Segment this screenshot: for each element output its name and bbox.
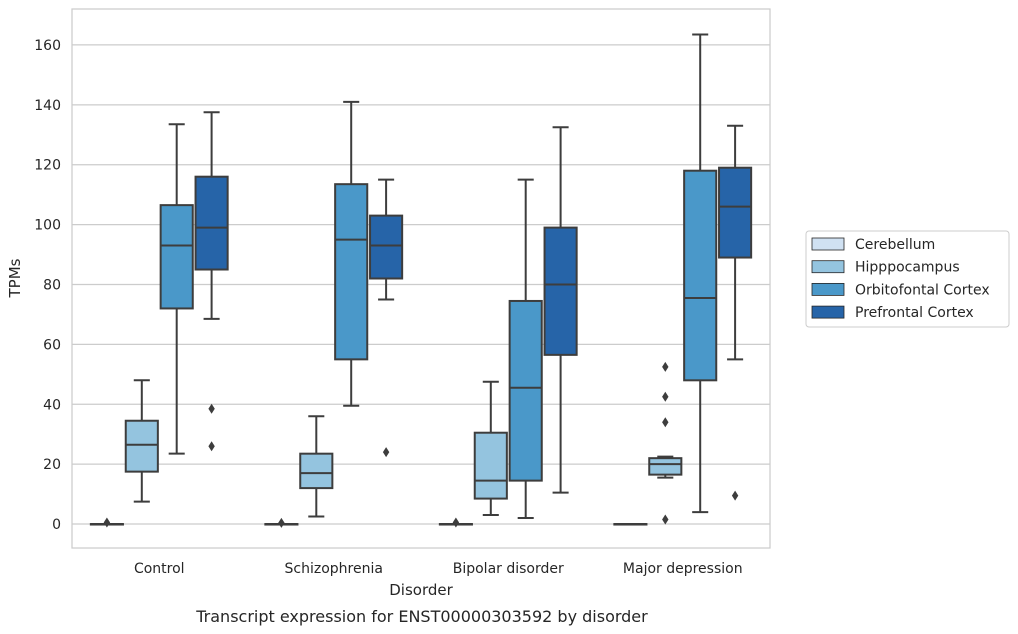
y-tick-label: 140 — [34, 98, 61, 114]
y-tick-label: 80 — [43, 277, 61, 293]
box — [124, 379, 159, 503]
y-tick-label: 40 — [43, 397, 61, 413]
x-axis-label: Disorder — [389, 581, 453, 599]
outlier-point — [662, 391, 669, 402]
y-axis-label: TPMs — [6, 258, 24, 298]
outlier-point — [662, 417, 669, 428]
box-body — [194, 175, 229, 271]
x-tick-label: Major depression — [623, 561, 743, 577]
legend-entry-label: Cerebellum — [855, 237, 935, 253]
box-body — [648, 457, 683, 476]
outlier-point — [662, 514, 669, 525]
box-body — [299, 452, 334, 490]
outlier-point — [278, 517, 285, 528]
y-tick-label: 60 — [43, 337, 61, 353]
legend: Cerebellum Hipppocampus Orbitofontal Corte… — [805, 230, 1010, 328]
outlier-point — [731, 490, 739, 501]
legend-swatch — [811, 282, 845, 296]
box — [438, 517, 473, 528]
outlier-point — [103, 517, 111, 528]
legend-entry-label: Orbitofontal Cortex — [855, 282, 990, 298]
y-tick-labels: 0 20 40 60 80 100 120 140 160 — [34, 38, 61, 533]
x-tick-label: Control — [134, 561, 185, 577]
x-tick-label: Bipolar disorder — [453, 561, 564, 577]
box — [194, 111, 229, 452]
legend-entry-label: Hipppocampus — [855, 260, 960, 276]
box — [264, 517, 299, 528]
outlier-point — [208, 441, 215, 452]
box-body — [508, 299, 543, 482]
box — [508, 178, 543, 520]
x-tick-label: Schizophrenia — [285, 561, 383, 577]
y-tick-label: 120 — [34, 158, 61, 174]
y-tick-label: 0 — [52, 517, 61, 533]
box — [718, 124, 753, 501]
y-tick-label: 20 — [43, 457, 61, 473]
legend-swatch — [811, 260, 845, 274]
legend-entry-label: Prefrontal Cortex — [855, 305, 974, 321]
y-gridlines — [72, 44, 770, 525]
box-body — [369, 214, 404, 280]
box-body — [159, 204, 194, 310]
box — [683, 33, 718, 514]
legend-frame — [805, 230, 1010, 328]
outlier-point — [662, 361, 669, 372]
box-body — [543, 226, 578, 356]
box-body — [334, 183, 369, 361]
y-tick-label: 160 — [34, 38, 61, 54]
chart-caption: Transcript expression for ENST0000030359… — [195, 607, 648, 626]
y-tick-label: 100 — [34, 218, 61, 234]
box — [473, 380, 508, 517]
outlier-point — [382, 447, 390, 458]
x-tick-labels: Control Schizophrenia Bipolar disorder Majo… — [134, 561, 743, 577]
box — [613, 523, 648, 526]
box-groups — [89, 33, 753, 528]
plot-frame — [71, 8, 771, 549]
box — [369, 178, 404, 458]
box — [648, 361, 683, 525]
box-body — [124, 419, 159, 473]
outlier-point — [208, 403, 215, 414]
box — [543, 126, 578, 494]
box-body — [718, 166, 753, 259]
box — [89, 517, 124, 528]
box-body — [473, 431, 508, 500]
legend-swatch — [811, 237, 845, 251]
box — [159, 123, 194, 455]
box — [334, 100, 369, 407]
legend-swatch — [811, 305, 845, 319]
box-body — [683, 169, 718, 382]
outlier-point — [452, 517, 460, 528]
box — [299, 415, 334, 518]
